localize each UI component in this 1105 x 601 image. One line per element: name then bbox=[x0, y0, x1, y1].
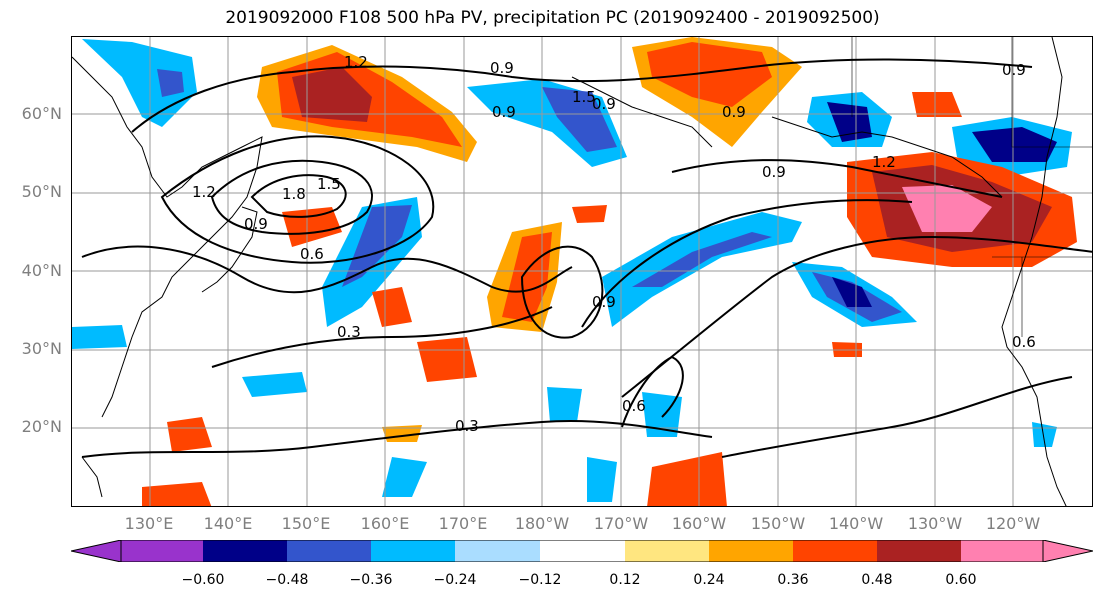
lon-label-170w: 170°W bbox=[593, 514, 649, 533]
contour-labels: 1.2 0.9 0.9 1.5 0.9 0.9 1.2 1.5 1.8 0.9 … bbox=[192, 53, 1036, 435]
negative-anomaly-region bbox=[972, 127, 1057, 162]
contour-label: 1.2 bbox=[192, 183, 216, 201]
colorbar-segment bbox=[287, 540, 371, 562]
pv-contours bbox=[81, 58, 1092, 458]
contour-label: 0.9 bbox=[492, 103, 516, 121]
lat-label-50: 50°N bbox=[21, 182, 62, 201]
map-title: 2019092000 F108 500 hPa PV, precipitatio… bbox=[225, 8, 880, 28]
colorbar-tick-label: −0.48 bbox=[265, 572, 309, 588]
negative-anomaly-region bbox=[632, 232, 772, 287]
colorbar-segment bbox=[625, 540, 709, 562]
negative-anomaly-region bbox=[342, 205, 412, 287]
contour-label: 0.9 bbox=[722, 103, 746, 121]
positive-anomaly-region bbox=[572, 205, 607, 223]
colorbar-segment bbox=[203, 540, 287, 562]
contour-label: 1.2 bbox=[872, 153, 896, 171]
lon-label-140e: 140°E bbox=[203, 514, 253, 533]
contour-label: 0.9 bbox=[244, 215, 268, 233]
colorbar-tick-label: 0.60 bbox=[945, 572, 977, 588]
contour-label: 0.9 bbox=[592, 95, 616, 113]
negative-anomaly-region bbox=[642, 392, 682, 437]
contour-label: 1.5 bbox=[572, 88, 596, 106]
contour-label: 0.9 bbox=[1002, 61, 1026, 79]
negative-anomaly-region bbox=[242, 372, 307, 397]
lon-label-130e: 130°E bbox=[124, 514, 174, 533]
negative-anomaly-region bbox=[547, 387, 582, 422]
lon-label-160e: 160°E bbox=[360, 514, 410, 533]
lon-label-130w: 130°W bbox=[907, 514, 963, 533]
contour-label: 1.8 bbox=[282, 185, 306, 203]
colorbar bbox=[71, 540, 1093, 562]
lon-label-150e: 150°E bbox=[281, 514, 331, 533]
borders bbox=[851, 37, 1092, 337]
colorbar-segment bbox=[961, 540, 1043, 562]
lon-label-160w: 160°W bbox=[671, 514, 727, 533]
contour-label: 1.5 bbox=[317, 175, 341, 193]
negative-anomaly-region bbox=[157, 69, 184, 97]
contour-label: 0.3 bbox=[337, 323, 361, 341]
negative-anomaly-region bbox=[587, 457, 617, 502]
precip-shading bbox=[72, 37, 1077, 506]
colorbar-segment bbox=[877, 540, 961, 562]
lon-label-150w: 150°W bbox=[750, 514, 806, 533]
colorbar-tick-label: 0.48 bbox=[861, 572, 893, 588]
colorbar-tick-label: 0.36 bbox=[777, 572, 809, 588]
positive-anomaly-region bbox=[647, 42, 772, 107]
contour-label: 0.9 bbox=[592, 293, 616, 311]
colorbar-segment bbox=[793, 540, 877, 562]
coastlines bbox=[72, 37, 1067, 506]
lon-label-120w: 120°W bbox=[985, 514, 1041, 533]
contour-label: 0.6 bbox=[300, 245, 324, 263]
contour-label: 0.6 bbox=[1012, 333, 1036, 351]
lat-label-30: 30°N bbox=[21, 339, 62, 358]
colorbar-tick-label: 0.24 bbox=[693, 572, 725, 588]
positive-anomaly-region bbox=[647, 452, 727, 506]
colorbar-segment bbox=[540, 540, 625, 562]
positive-anomaly-region bbox=[292, 67, 372, 122]
positive-anomaly-region bbox=[417, 337, 477, 382]
colorbar-tick-label: −0.60 bbox=[181, 572, 225, 588]
positive-anomaly-region bbox=[902, 185, 992, 232]
contour-label: 0.9 bbox=[762, 163, 786, 181]
colorbar-segment bbox=[709, 540, 793, 562]
positive-anomaly-region bbox=[372, 287, 412, 327]
colorbar-tick-label: −0.36 bbox=[349, 572, 393, 588]
colorbar-segment bbox=[371, 540, 455, 562]
negative-anomaly-region bbox=[542, 87, 617, 152]
lon-label-140w: 140°W bbox=[828, 514, 884, 533]
negative-anomaly-region bbox=[72, 325, 127, 349]
lat-label-40: 40°N bbox=[21, 261, 62, 280]
colorbar-extend-high bbox=[1042, 540, 1093, 562]
contour-label: 0.6 bbox=[622, 397, 646, 415]
negative-anomaly-region bbox=[82, 39, 197, 127]
lon-label-170e: 170°E bbox=[438, 514, 488, 533]
graticule bbox=[72, 37, 1092, 506]
colorbar-extend-low bbox=[71, 540, 122, 562]
contour-label: 0.9 bbox=[490, 59, 514, 77]
positive-anomaly-region bbox=[502, 232, 552, 322]
colorbar-segment bbox=[121, 540, 203, 562]
colorbar-tick-label: 0.12 bbox=[609, 572, 641, 588]
colorbar-tick-label: −0.12 bbox=[518, 572, 562, 588]
map-panel: 1.2 0.9 0.9 1.5 0.9 0.9 1.2 1.5 1.8 0.9 … bbox=[71, 36, 1093, 507]
lat-label-60: 60°N bbox=[21, 104, 62, 123]
map-canvas: 1.2 0.9 0.9 1.5 0.9 0.9 1.2 1.5 1.8 0.9 … bbox=[72, 37, 1092, 506]
positive-anomaly-region bbox=[912, 92, 962, 117]
negative-anomaly-region bbox=[382, 457, 427, 497]
positive-anomaly-region bbox=[167, 417, 212, 452]
positive-anomaly-region bbox=[282, 207, 342, 247]
colorbar-segment bbox=[455, 540, 540, 562]
lon-label-180w: 180°W bbox=[514, 514, 570, 533]
lat-label-20: 20°N bbox=[21, 417, 62, 436]
colorbar-tick-label: −0.24 bbox=[433, 572, 477, 588]
contour-label: 0.3 bbox=[455, 417, 479, 435]
positive-anomaly-region bbox=[142, 482, 212, 506]
negative-anomaly-region bbox=[832, 277, 872, 307]
contour-label: 1.2 bbox=[344, 53, 368, 71]
